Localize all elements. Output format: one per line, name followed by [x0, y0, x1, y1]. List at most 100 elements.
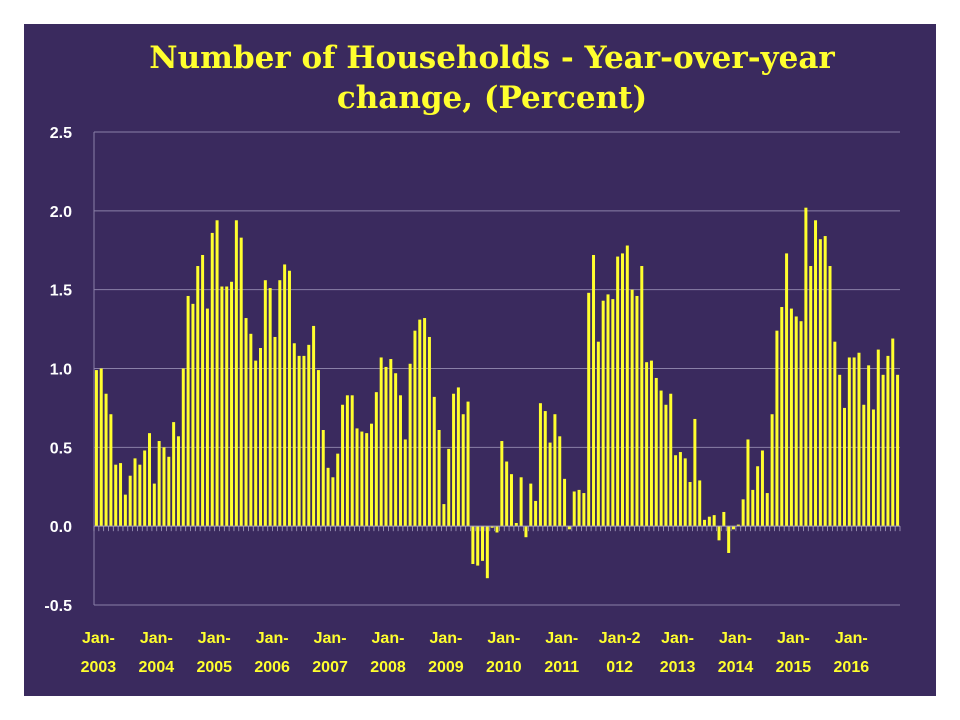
- bar: [731, 526, 735, 530]
- bar: [741, 499, 745, 527]
- bar: [582, 493, 586, 527]
- bar: [538, 403, 542, 527]
- bar: [398, 395, 402, 527]
- bar: [649, 360, 653, 527]
- x-tick-label-year: 2013: [660, 659, 696, 676]
- bar: [630, 289, 634, 527]
- bar: [843, 407, 846, 527]
- bar: [664, 404, 668, 527]
- bar: [563, 478, 567, 527]
- bar: [244, 318, 248, 527]
- bar: [886, 355, 890, 527]
- bar: [297, 355, 301, 527]
- bar: [558, 436, 562, 527]
- x-tick-label-month: Jan-: [661, 630, 694, 647]
- bar: [736, 524, 740, 527]
- x-tick-label-month: Jan-: [835, 630, 868, 647]
- bar: [799, 321, 803, 527]
- x-tick-label-month: Jan-: [82, 630, 115, 647]
- bar: [456, 387, 460, 527]
- bar: [567, 526, 571, 530]
- bar: [143, 450, 147, 527]
- gridlines: [93, 131, 900, 606]
- bar: [534, 500, 538, 527]
- bar: [321, 429, 325, 527]
- bar: [519, 477, 523, 527]
- bar: [263, 280, 267, 527]
- bar: [654, 377, 658, 527]
- bar: [442, 504, 446, 527]
- y-tick-label: 0.5: [50, 440, 72, 457]
- bar: [119, 463, 123, 527]
- x-tick-labels: Jan- 2003 Jan- 2004 Jan- 2005 Jan- 2006 Jan- 2007…: [81, 630, 870, 676]
- bar: [717, 526, 721, 541]
- bar: [167, 456, 171, 527]
- bar: [500, 441, 504, 527]
- bar: [485, 526, 489, 579]
- bar: [688, 482, 692, 527]
- bars: [94, 207, 900, 579]
- bar: [181, 368, 185, 527]
- bar: [871, 409, 875, 527]
- bar: [847, 357, 851, 527]
- x-tick-label-month: Jan-: [719, 630, 752, 647]
- bar: [172, 422, 176, 527]
- bar: [152, 483, 156, 527]
- bar: [148, 433, 151, 527]
- bar: [876, 349, 880, 527]
- bar: [283, 264, 287, 527]
- bar: [891, 338, 895, 527]
- x-tick-label-year: 012: [606, 659, 633, 676]
- bar: [476, 526, 480, 566]
- bar: [857, 352, 861, 527]
- bar: [365, 433, 369, 527]
- bar: [316, 370, 320, 527]
- bar: [838, 374, 842, 527]
- bar: [553, 414, 557, 527]
- bar: [818, 239, 822, 527]
- x-tick-label-year: 2009: [428, 659, 464, 676]
- bar: [698, 480, 702, 527]
- bar: [543, 411, 547, 527]
- bar: [862, 404, 866, 527]
- bar: [394, 373, 398, 527]
- bar: [495, 526, 499, 533]
- bar: [722, 511, 726, 527]
- bar: [302, 355, 306, 527]
- bar: [625, 245, 629, 527]
- bar: [707, 516, 711, 527]
- bar: [312, 325, 316, 527]
- bar: [370, 423, 374, 527]
- bar: [104, 393, 108, 527]
- bar: [230, 281, 234, 527]
- bar: [157, 441, 161, 527]
- bar: [785, 253, 789, 527]
- x-tick-label-year: 2011: [544, 659, 579, 676]
- bar: [273, 336, 277, 527]
- bar: [128, 475, 132, 527]
- bar: [268, 288, 272, 527]
- bar: [196, 266, 200, 527]
- bar: [191, 303, 195, 527]
- bar: [350, 395, 354, 527]
- bar: [259, 348, 262, 527]
- bar: [220, 286, 224, 527]
- bar: [239, 237, 243, 527]
- bar: [418, 319, 422, 527]
- bar: [336, 453, 340, 527]
- y-tick-label: -0.5: [44, 598, 72, 615]
- bar: [452, 393, 456, 527]
- x-tick-label-year: 2015: [776, 659, 812, 676]
- bar: [693, 418, 697, 527]
- bar: [751, 489, 755, 527]
- bar: [215, 220, 219, 527]
- x-tick-label-year: 2005: [196, 659, 232, 676]
- bar: [423, 318, 427, 527]
- chart-title-line-1: Number of Households - Year-over-year: [149, 40, 835, 76]
- x-tick-label-month: Jan-: [140, 630, 173, 647]
- bar: [828, 266, 832, 527]
- bar: [529, 483, 533, 527]
- bar: [408, 363, 412, 527]
- bar: [640, 266, 644, 527]
- bar: [341, 404, 345, 527]
